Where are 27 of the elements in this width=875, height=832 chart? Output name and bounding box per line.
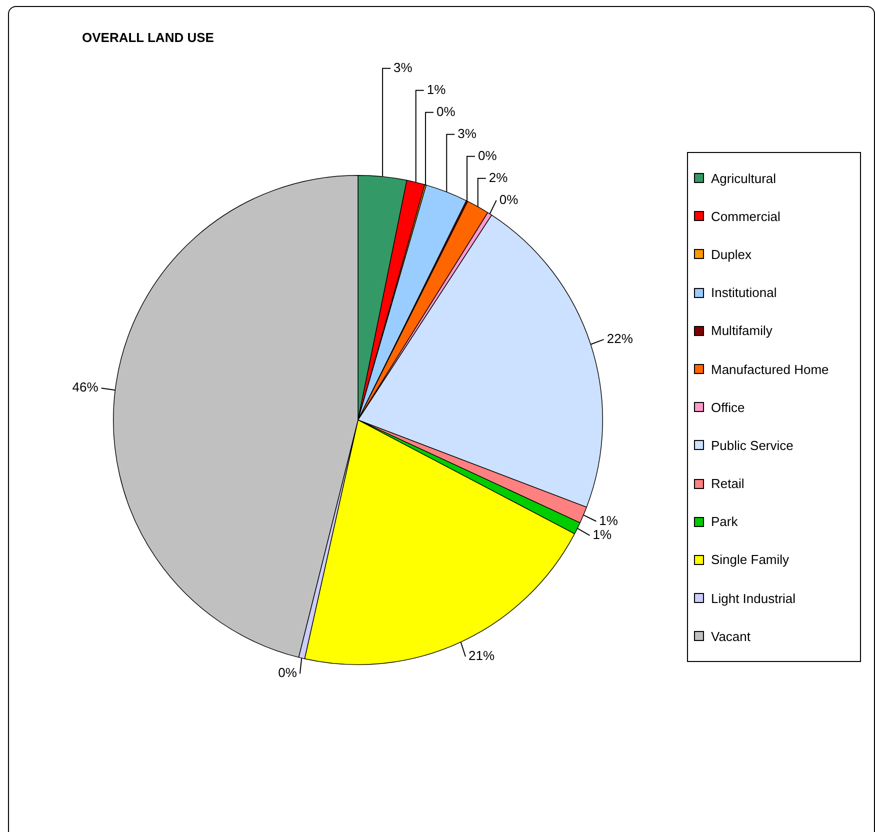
data-label: 0% xyxy=(436,104,456,119)
legend-label: Single Family xyxy=(711,552,790,568)
legend-label: Office xyxy=(711,400,745,415)
data-label: 22% xyxy=(606,331,634,346)
data-label: 3% xyxy=(394,60,413,75)
data-label: 0% xyxy=(499,192,519,207)
data-label: 0% xyxy=(278,665,298,680)
data-label: 2% xyxy=(488,170,508,185)
legend-label: Vacant xyxy=(711,628,751,644)
chart-title: OVERALL LAND USE xyxy=(82,30,214,45)
data-label: 1% xyxy=(426,82,446,97)
legend-label: Light Industrial xyxy=(711,590,796,606)
data-label: 46% xyxy=(72,380,99,395)
data-label: 21% xyxy=(468,648,495,664)
data-label: 1% xyxy=(592,526,612,542)
legend-label: Multifamily xyxy=(711,323,772,338)
data-label: 1% xyxy=(599,512,618,528)
data-label: 0% xyxy=(478,148,498,163)
legend-label: Commercial xyxy=(711,208,780,224)
legend-label: Agricultural xyxy=(711,170,776,186)
legend-label: Manufactured Home xyxy=(711,362,829,377)
legend-label: Retail xyxy=(711,476,744,492)
legend-label: Public Service xyxy=(711,438,794,453)
legend-label: Duplex xyxy=(711,246,752,262)
legend-label: Institutional xyxy=(711,285,777,300)
data-label: 3% xyxy=(458,126,477,141)
legend-label: Park xyxy=(711,514,738,530)
